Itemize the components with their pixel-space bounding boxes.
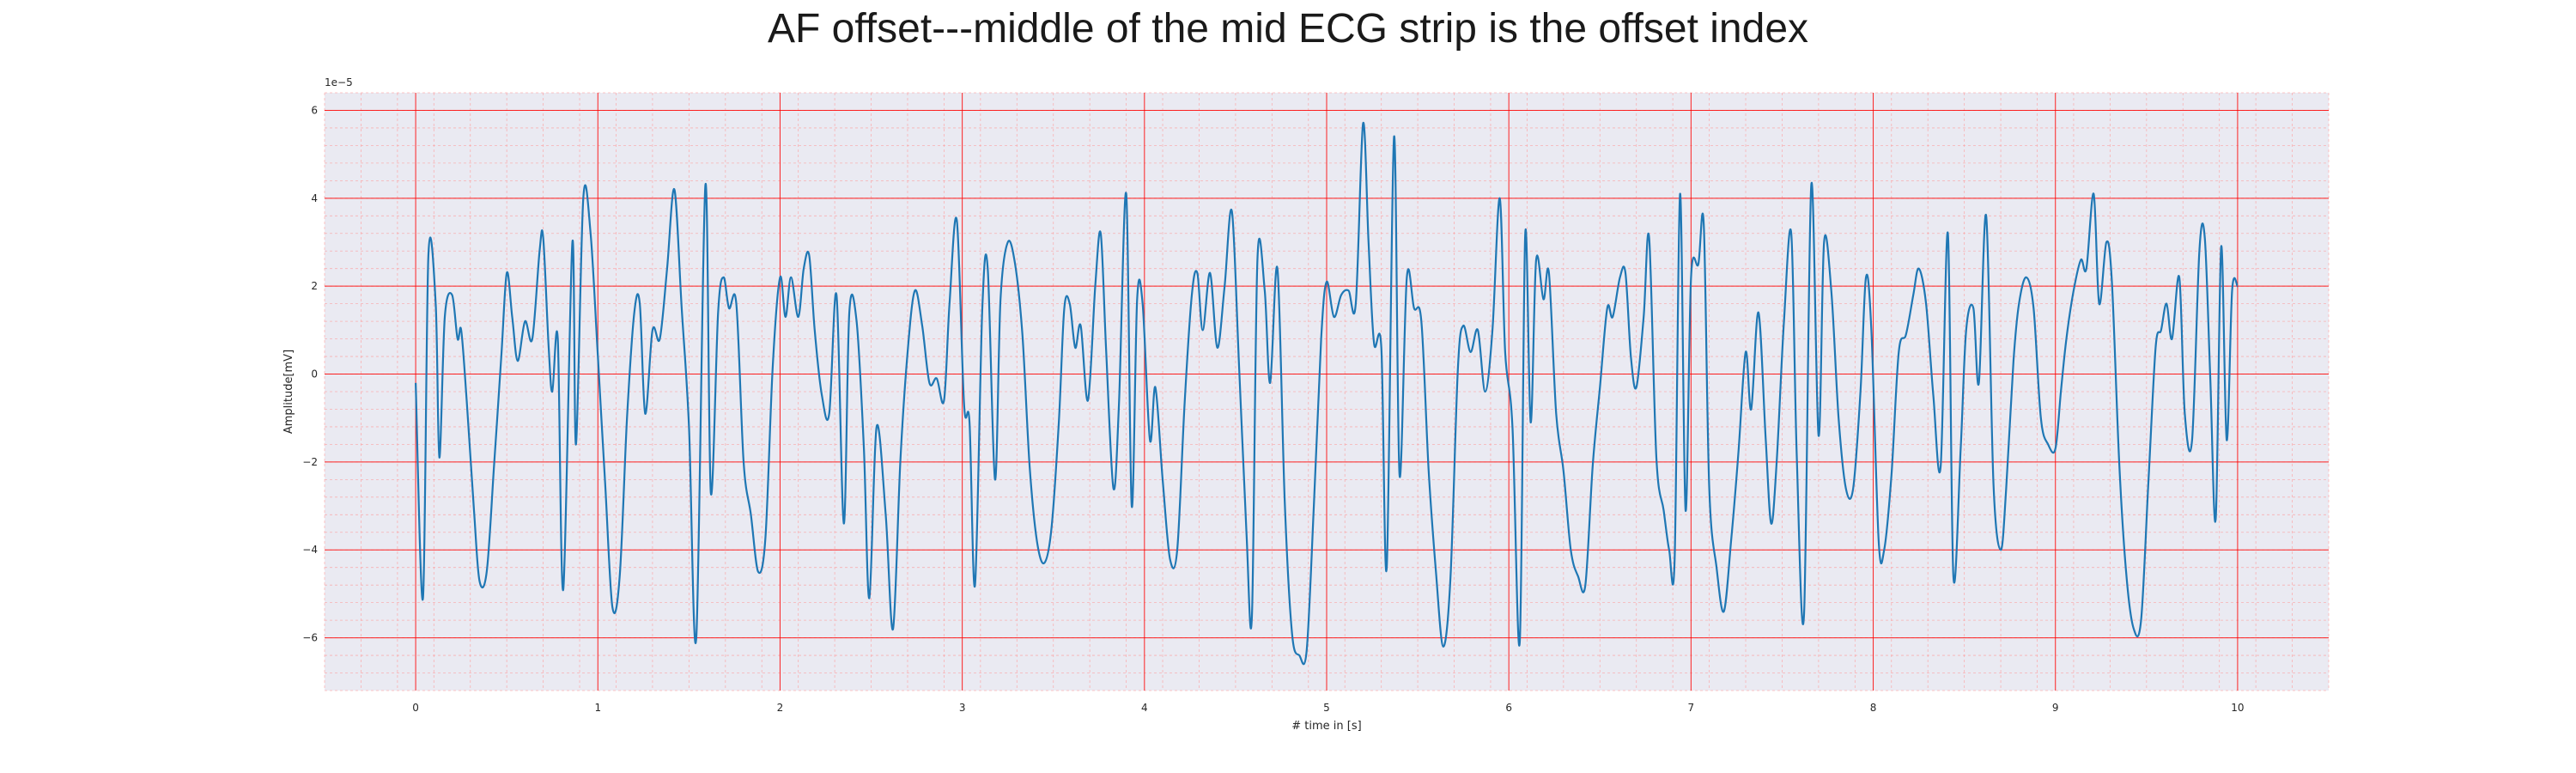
major-grid	[325, 93, 2329, 691]
y-tick-label: −4	[302, 544, 318, 556]
y-tick-label: 2	[311, 280, 318, 292]
ecg-series-line	[415, 121, 2239, 666]
y-axis-ticks: −6 −4 −2 0 2 4 6	[302, 104, 318, 643]
x-tick-label: 0	[412, 702, 419, 714]
series-layer	[415, 121, 2239, 666]
x-tick-label: 8	[1870, 702, 1877, 714]
x-tick-label: 9	[2052, 702, 2059, 714]
y-axis-label: Amplitude[mV]	[283, 350, 295, 434]
x-tick-label: 6	[1505, 702, 1512, 714]
y-tick-label: 0	[311, 368, 318, 380]
y-tick-label: −2	[302, 456, 318, 468]
x-tick-label: 5	[1323, 702, 1330, 714]
x-tick-label: 4	[1141, 702, 1148, 714]
chart-title: AF offset---middle of the mid ECG strip …	[767, 6, 1809, 52]
y-tick-label: −6	[302, 632, 318, 644]
x-tick-label: 3	[959, 702, 966, 714]
x-tick-label: 7	[1688, 702, 1695, 714]
x-tick-label: 10	[2231, 702, 2244, 714]
y-tick-label: 4	[311, 192, 318, 204]
x-axis-label: # time in [s]	[1291, 720, 1361, 733]
x-tick-label: 2	[777, 702, 784, 714]
y-tick-label: 6	[311, 104, 318, 116]
x-tick-label: 1	[594, 702, 601, 714]
y-axis-scale-label: 1e−5	[325, 76, 353, 88]
x-axis-ticks: 0 1 2 3 4 5 6 7 8 9 10	[412, 702, 2244, 714]
